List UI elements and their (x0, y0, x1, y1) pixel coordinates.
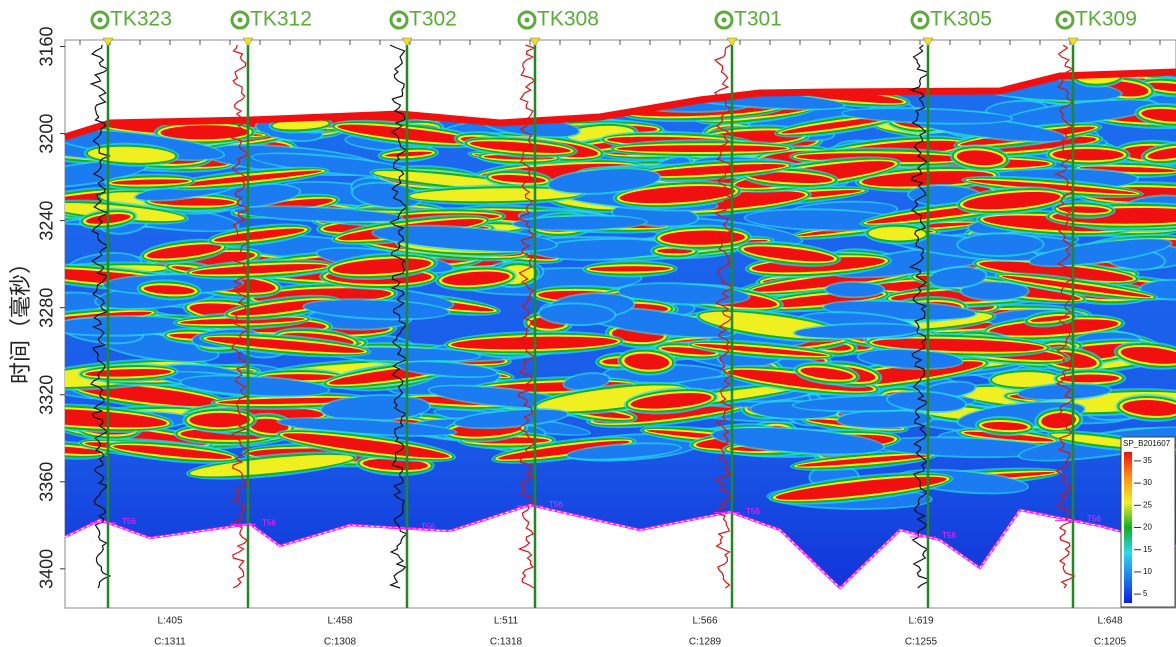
well-name: TK305 (930, 8, 992, 31)
line-number: L:648 (1097, 616, 1122, 627)
line-number: L:619 (908, 616, 933, 627)
y-tick-label: 3360 (37, 462, 57, 502)
colorbar-tick-label: 15 (1143, 545, 1152, 554)
cdp-number: C:1318 (490, 637, 523, 647)
horizon-label: T56 (262, 518, 276, 527)
y-tick-label: 3160 (37, 27, 57, 67)
line-number: L:458 (327, 616, 352, 627)
horizon-label: T56 (942, 531, 956, 540)
y-axis-label: 时间（毫秒） (8, 252, 33, 384)
well-icon-dot (722, 18, 727, 23)
colorbar-tick-label: 10 (1143, 567, 1152, 576)
well-icon-dot (397, 18, 402, 23)
horizon-label: T56 (122, 517, 136, 526)
horizon-label: T56 (421, 523, 435, 532)
horizon-label: T56 (1087, 515, 1101, 524)
well-name: TK312 (250, 8, 312, 31)
cdp-number: C:1255 (905, 637, 938, 647)
y-tick-label: 3280 (37, 288, 57, 328)
seismic-section: 3160 3200 3240 3280 3320 3360 3400 TK323 T56 TK31… (0, 0, 1176, 647)
horizon-label: T56 (746, 507, 760, 516)
well-icon-dot (98, 18, 103, 23)
reflector (824, 281, 885, 298)
horizon-label: T56 (549, 500, 563, 509)
line-number: L:405 (157, 616, 182, 627)
y-tick-label: 3240 (37, 201, 57, 241)
colorbar-title: SP_B201607 (1123, 439, 1171, 448)
well-icon-dot (1063, 18, 1068, 23)
line-number: L:566 (692, 616, 717, 627)
colorbar (1124, 452, 1132, 603)
well-name: TK309 (1075, 8, 1137, 31)
reflector-edge (826, 283, 883, 296)
well-name: TK308 (537, 8, 599, 31)
cdp-number: C:1311 (154, 637, 186, 647)
cdp-number: C:1289 (689, 637, 722, 647)
page: 3160 3200 3240 3280 3320 3360 3400 TK323 T56 TK31… (0, 0, 1176, 647)
cdp-number: C:1205 (1094, 637, 1127, 647)
well-name: T301 (734, 8, 782, 31)
colorbar-tick-label: 25 (1143, 500, 1152, 509)
well-name: TK323 (110, 8, 172, 31)
line-number: L:511 (494, 616, 519, 627)
colorbar-tick-label: 35 (1143, 456, 1152, 465)
y-tick-label: 3320 (37, 375, 57, 415)
y-tick-label: 3400 (37, 549, 57, 589)
well-icon-dot (238, 18, 243, 23)
colorbar-tick-label: 5 (1143, 589, 1148, 598)
colorbar-tick-label: 30 (1143, 478, 1152, 487)
well-icon-dot (525, 18, 530, 23)
well-icon-dot (918, 18, 923, 23)
cdp-number: C:1308 (324, 637, 357, 647)
colorbar-tick-label: 20 (1143, 523, 1152, 532)
y-tick-label: 3200 (37, 114, 57, 154)
well-name: T302 (409, 8, 457, 31)
